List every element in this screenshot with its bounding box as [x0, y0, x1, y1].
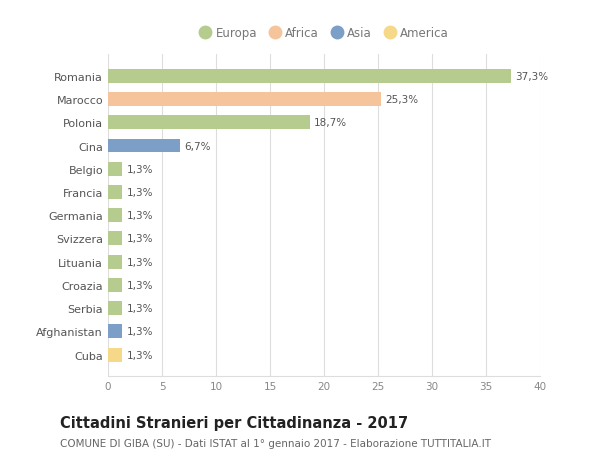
Text: 1,3%: 1,3% — [127, 280, 153, 290]
Bar — [108, 278, 122, 292]
Bar — [108, 232, 122, 246]
Bar — [108, 116, 310, 130]
Bar — [108, 70, 511, 84]
Bar — [108, 209, 122, 223]
Text: 37,3%: 37,3% — [515, 72, 548, 82]
Text: 1,3%: 1,3% — [127, 350, 153, 360]
Bar — [108, 185, 122, 200]
Bar — [108, 93, 381, 107]
Bar — [108, 139, 181, 153]
Text: 1,3%: 1,3% — [127, 303, 153, 313]
Text: 1,3%: 1,3% — [127, 327, 153, 336]
Bar — [108, 162, 122, 176]
Text: 1,3%: 1,3% — [127, 257, 153, 267]
Bar — [108, 255, 122, 269]
Text: Cittadini Stranieri per Cittadinanza - 2017: Cittadini Stranieri per Cittadinanza - 2… — [60, 415, 408, 431]
Text: 1,3%: 1,3% — [127, 188, 153, 197]
Text: 6,7%: 6,7% — [185, 141, 211, 151]
Text: 1,3%: 1,3% — [127, 164, 153, 174]
Bar — [108, 302, 122, 315]
Text: 25,3%: 25,3% — [386, 95, 419, 105]
Text: 1,3%: 1,3% — [127, 234, 153, 244]
Bar — [108, 348, 122, 362]
Text: 1,3%: 1,3% — [127, 211, 153, 221]
Text: 18,7%: 18,7% — [314, 118, 347, 128]
Text: COMUNE DI GIBA (SU) - Dati ISTAT al 1° gennaio 2017 - Elaborazione TUTTITALIA.IT: COMUNE DI GIBA (SU) - Dati ISTAT al 1° g… — [60, 438, 491, 448]
Bar — [108, 325, 122, 339]
Legend: Europa, Africa, Asia, America: Europa, Africa, Asia, America — [194, 22, 454, 45]
